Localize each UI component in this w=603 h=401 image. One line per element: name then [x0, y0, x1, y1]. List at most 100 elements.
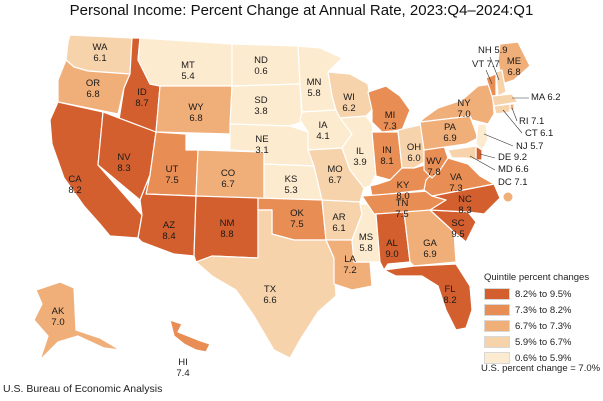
state-value-ut: 7.5	[165, 175, 178, 186]
state-value-ny: 7.0	[457, 109, 470, 120]
state-label-nv: NV	[117, 152, 131, 163]
state-value-ne: 3.1	[255, 145, 268, 156]
state-label-me: ME	[507, 56, 521, 67]
state-value-ar: 6.1	[332, 223, 345, 234]
state-callout-nj: NJ 5.7	[516, 141, 543, 152]
state-label-ga: GA	[423, 238, 437, 249]
state-label-ia: IA	[319, 120, 329, 131]
state-label-mo: MO	[327, 164, 342, 175]
legend-label: 7.3% to 8.2%	[515, 304, 572, 316]
state-dc-marker	[503, 192, 513, 202]
source-credit: U.S. Bureau of Economic Analysis	[3, 383, 163, 395]
legend-item: 5.9% to 6.7%	[484, 334, 589, 350]
state-value-il: 3.9	[353, 157, 366, 168]
state-label-in: IN	[382, 145, 392, 156]
state-label-oh: OH	[407, 142, 421, 153]
state-value-ms: 5.8	[359, 243, 372, 254]
leader-line-ct	[502, 109, 523, 134]
state-label-ks: KS	[285, 174, 298, 185]
state-value-or: 6.8	[86, 89, 99, 100]
state-label-mt: MT	[181, 60, 195, 71]
state-label-az: AZ	[163, 220, 175, 231]
legend-label: 5.9% to 6.7%	[515, 336, 572, 348]
state-ny	[419, 83, 495, 125]
state-label-nm: NM	[220, 218, 235, 229]
legend-swatch	[484, 320, 510, 332]
state-sd	[229, 83, 303, 127]
legend-swatch	[484, 352, 510, 364]
state-label-wi: WI	[343, 92, 355, 103]
state-value-wa: 6.1	[93, 53, 106, 64]
state-label-tn: TN	[396, 198, 409, 209]
state-value-ga: 6.9	[423, 249, 436, 260]
state-label-al: AL	[386, 238, 398, 249]
state-callout-dc: DC 7.1	[498, 177, 528, 188]
state-label-wv: WV	[426, 156, 442, 167]
state-label-mi: MI	[385, 110, 396, 121]
state-label-sc: SC	[451, 218, 464, 229]
state-nj	[475, 123, 489, 151]
legend-title: Quintile percent changes	[484, 272, 590, 283]
state-value-mo: 6.7	[328, 175, 341, 186]
state-value-la: 7.2	[343, 265, 356, 276]
state-value-va: 7.3	[449, 183, 462, 194]
state-value-fl: 8.2	[443, 295, 456, 306]
legend-label: 0.6% to 5.9%	[515, 352, 572, 364]
state-callout-ct: CT 6.1	[525, 128, 553, 139]
state-value-co: 6.7	[221, 179, 234, 190]
state-label-wy: WY	[188, 102, 204, 113]
state-label-or: OR	[86, 78, 100, 89]
state-value-wy: 6.8	[189, 113, 202, 124]
state-label-fl: FL	[444, 284, 455, 295]
state-label-va: VA	[450, 172, 463, 183]
state-label-hi: HI	[178, 357, 188, 368]
map-title: Personal Income: Percent Change at Annua…	[69, 2, 534, 19]
state-nc	[429, 183, 501, 215]
legend-label: 8.2% to 9.5%	[515, 288, 572, 300]
state-label-nc: NC	[458, 194, 472, 205]
state-label-ny: NY	[457, 98, 471, 109]
leader-line-ri	[511, 107, 518, 122]
state-me	[497, 41, 531, 85]
state-value-nm: 8.8	[220, 229, 233, 240]
state-label-wa: WA	[93, 42, 109, 53]
state-nh	[495, 69, 507, 97]
legend-label: 6.7% to 7.3%	[515, 320, 572, 332]
state-value-nc: 8.3	[458, 205, 471, 216]
state-value-ok: 7.5	[290, 219, 303, 230]
leader-line-vt	[485, 69, 493, 85]
state-label-ok: OK	[290, 208, 304, 219]
state-value-id: 8.7	[135, 98, 148, 109]
legend: Quintile percent changes 8.2% to 9.5% 7.…	[484, 272, 589, 366]
leader-line-nh	[489, 56, 500, 81]
state-value-tn: 7.5	[395, 209, 408, 220]
state-label-il: IL	[356, 146, 364, 157]
state-label-nd: ND	[254, 55, 268, 66]
state-callout-md: MD 6.6	[498, 164, 529, 175]
legend-item: 7.3% to 8.2%	[484, 302, 589, 318]
state-label-ky: KY	[397, 180, 410, 191]
state-value-pa: 6.9	[443, 133, 456, 144]
state-value-mn: 5.8	[307, 88, 320, 99]
state-value-nd: 0.6	[254, 66, 267, 77]
state-label-co: CO	[221, 168, 235, 179]
state-value-sd: 3.8	[254, 106, 267, 117]
state-label-sd: SD	[254, 95, 267, 106]
state-label-ut: UT	[166, 164, 179, 175]
state-value-ak: 7.0	[51, 317, 64, 328]
legend-item: 0.6% to 5.9%	[484, 350, 589, 366]
leader-line-de	[479, 153, 496, 159]
state-callout-vt: VT 7.7	[472, 59, 500, 70]
state-value-hi: 7.4	[176, 368, 189, 379]
state-value-al: 9.0	[385, 249, 398, 260]
state-callout-ma: MA 6.2	[531, 92, 561, 103]
state-value-in: 8.1	[380, 156, 393, 167]
leader-line-md	[469, 155, 496, 171]
state-value-tx: 6.6	[263, 295, 276, 306]
state-value-nv: 8.3	[117, 163, 130, 174]
state-label-ca: CA	[68, 174, 82, 185]
state-label-ar: AR	[332, 212, 345, 223]
state-label-id: ID	[137, 87, 147, 98]
state-label-ms: MS	[359, 232, 373, 243]
